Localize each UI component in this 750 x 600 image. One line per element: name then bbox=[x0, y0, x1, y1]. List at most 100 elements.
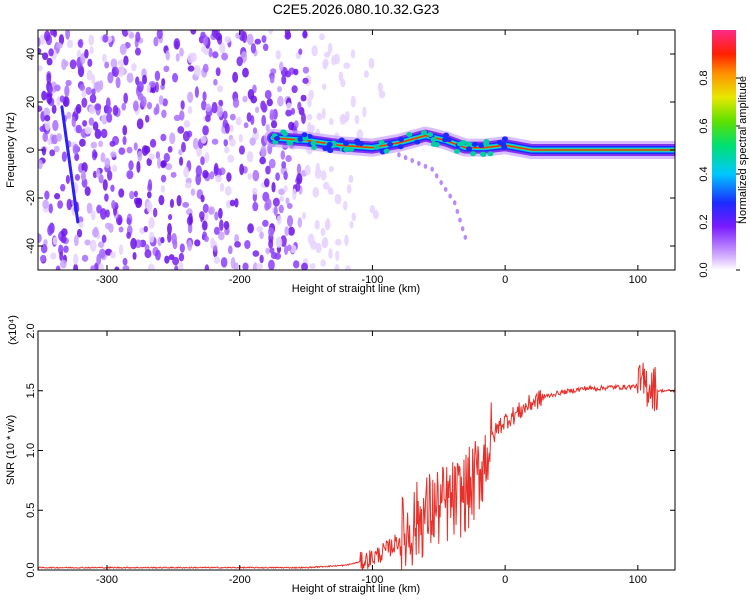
spectrogram-cell bbox=[58, 34, 65, 46]
spectrogram-cell bbox=[302, 66, 310, 74]
spectrogram-cell bbox=[75, 124, 82, 134]
spectrogram-cell bbox=[146, 84, 151, 93]
spectrogram-cell bbox=[271, 181, 276, 193]
spectrogram-cell bbox=[298, 48, 303, 55]
spectrogram-cell bbox=[160, 184, 166, 193]
spectrogram-cell bbox=[320, 170, 327, 181]
spectrogram-cell bbox=[133, 190, 138, 198]
spectrogram-cell bbox=[270, 120, 278, 129]
spectrogram-cell bbox=[223, 220, 230, 230]
spectrogram-cell bbox=[277, 86, 283, 93]
x-tick-label: -300 bbox=[96, 574, 118, 586]
spectrogram-cell bbox=[44, 190, 50, 200]
spectrogram-cell bbox=[105, 97, 111, 109]
spectrogram-cell bbox=[328, 248, 333, 260]
y-tick-label: 1.0 bbox=[25, 443, 37, 458]
spectrogram-cell bbox=[160, 174, 167, 183]
carrier-blob bbox=[479, 151, 486, 157]
spectrogram-cell bbox=[91, 74, 96, 85]
spectrogram-cell bbox=[164, 255, 170, 264]
spectrogram-cell bbox=[247, 89, 255, 100]
spectrogram-cell bbox=[118, 226, 124, 233]
spectrogram-cell bbox=[147, 263, 155, 270]
y-tick-label: 1.5 bbox=[25, 383, 37, 398]
spectrogram-cell bbox=[226, 172, 232, 182]
spectrogram-cell bbox=[297, 217, 303, 228]
spectrogram-cell bbox=[121, 30, 129, 37]
spectrogram-cell bbox=[161, 78, 166, 86]
spectrogram-cell bbox=[259, 231, 264, 240]
spectrogram-cell bbox=[193, 64, 201, 77]
spectrogram-cell bbox=[241, 31, 248, 43]
spectrogram-cell bbox=[249, 137, 256, 146]
spectrogram-cell bbox=[92, 121, 99, 131]
spectrogram-cell bbox=[114, 266, 120, 270]
spectrogram-cell bbox=[286, 215, 294, 227]
spectrogram-cell bbox=[278, 188, 286, 196]
spectrogram-cell bbox=[343, 62, 351, 69]
spectrogram-cell bbox=[243, 122, 249, 129]
spectrogram-cell bbox=[320, 259, 326, 267]
spectrogram-cell bbox=[238, 134, 243, 143]
spectrogram-cell bbox=[101, 234, 107, 244]
spectrogram-cell bbox=[293, 68, 299, 76]
spectrogram-cell bbox=[202, 91, 207, 102]
carrier-blob bbox=[272, 139, 279, 145]
branch-cell bbox=[448, 193, 452, 199]
spectrogram-cell bbox=[38, 233, 42, 243]
spectrogram-cell bbox=[301, 112, 306, 125]
spectrogram-cell bbox=[149, 138, 157, 148]
spectrogram-cell bbox=[346, 184, 352, 194]
spectrogram-cell bbox=[286, 203, 293, 210]
spectrogram-cell bbox=[268, 158, 276, 169]
spectrogram-cell bbox=[267, 227, 275, 237]
spectrogram-cell bbox=[234, 198, 239, 208]
spectrogram-cell bbox=[44, 114, 51, 122]
spectrogram-cell bbox=[246, 112, 252, 122]
spectrogram-cell bbox=[211, 30, 219, 38]
spectrogram-cell bbox=[254, 38, 262, 45]
spectrogram-cell bbox=[44, 119, 51, 131]
spectrogram-cell bbox=[281, 161, 287, 169]
spectrogram-cell bbox=[316, 112, 323, 121]
spectrogram-cell bbox=[252, 127, 258, 134]
spectrogram-cell bbox=[66, 39, 74, 49]
spectrogram-cell bbox=[124, 42, 131, 49]
spectrogram-cell bbox=[259, 254, 264, 264]
spectrogram-cell bbox=[96, 168, 101, 179]
spectrogram-x-ticks: -300 -200 -100 0 100 bbox=[96, 30, 647, 286]
x-tick-label: 0 bbox=[502, 574, 508, 586]
carrier-blob bbox=[383, 148, 390, 154]
spectrogram-cell bbox=[213, 162, 219, 175]
spectrogram-cell bbox=[372, 209, 379, 220]
branch-cell bbox=[452, 200, 457, 206]
spectrogram-cell bbox=[136, 160, 141, 173]
spectrogram-cell bbox=[192, 137, 199, 150]
branch-cell bbox=[434, 173, 439, 179]
branch-cell bbox=[423, 163, 428, 169]
spectrogram-cell bbox=[216, 105, 223, 118]
spectrogram-y-label: Frequency (Hz) bbox=[5, 112, 17, 188]
spectrogram-cell bbox=[378, 90, 386, 99]
spectrogram-cell bbox=[229, 138, 236, 147]
spectrogram-cell bbox=[277, 95, 284, 107]
spectrogram-cell bbox=[66, 198, 73, 211]
spectrogram-cell bbox=[215, 67, 221, 77]
snr-x-label: Height of straight line (km) bbox=[292, 583, 420, 595]
spectrogram-cell bbox=[119, 43, 127, 56]
spectrogram-cell bbox=[229, 113, 236, 121]
spectrogram-image bbox=[38, 30, 675, 270]
spectrogram-cell bbox=[122, 125, 128, 136]
spectrogram-cell bbox=[89, 239, 97, 252]
spectrogram-cell bbox=[100, 208, 107, 220]
spectrogram-cell bbox=[244, 239, 251, 250]
spectrogram-cell bbox=[65, 30, 71, 40]
spectrogram-cell bbox=[131, 63, 137, 72]
spectrogram-cell bbox=[273, 206, 278, 216]
spectrogram-cell bbox=[281, 75, 287, 85]
spectrogram-cell bbox=[223, 139, 228, 147]
spectrogram-cell bbox=[81, 90, 87, 98]
colorbar-tick-label: 0.0 bbox=[698, 262, 710, 277]
spectrogram-cell bbox=[307, 97, 312, 108]
spectrogram-cell bbox=[118, 147, 126, 155]
